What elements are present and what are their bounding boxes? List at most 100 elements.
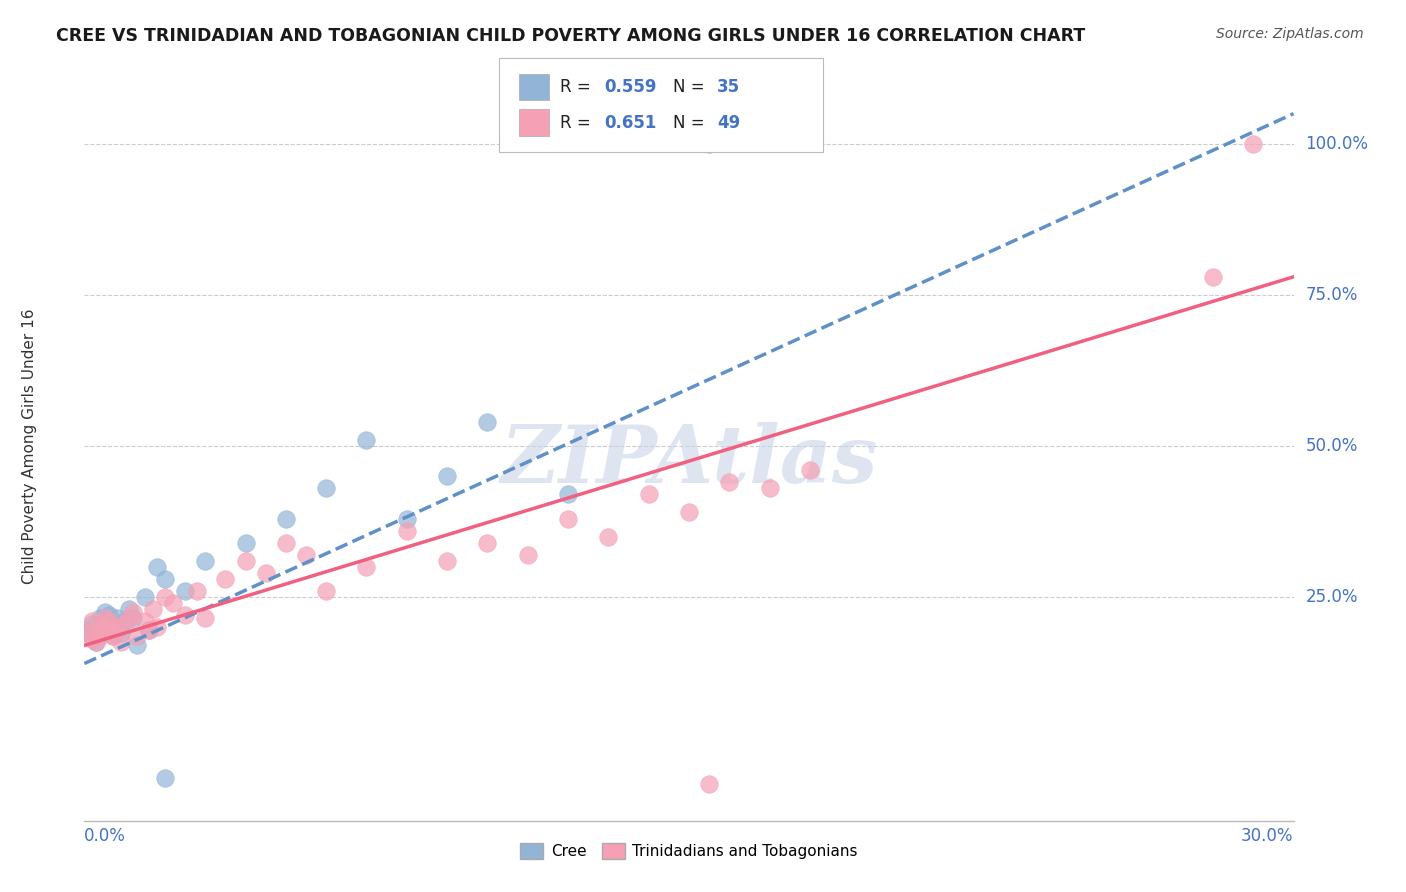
Legend: Cree, Trinidadians and Tobagonians: Cree, Trinidadians and Tobagonians xyxy=(515,838,863,865)
Point xyxy=(82,617,104,632)
Point xyxy=(146,559,169,574)
Point xyxy=(101,624,124,638)
Point xyxy=(93,605,115,619)
Point xyxy=(101,629,124,643)
Point xyxy=(86,624,108,638)
Point xyxy=(274,511,297,525)
Point xyxy=(718,475,741,490)
Point xyxy=(235,535,257,549)
Point xyxy=(125,639,148,653)
Point xyxy=(356,559,378,574)
Point xyxy=(86,626,108,640)
Text: R =: R = xyxy=(561,113,596,132)
Point xyxy=(138,624,160,638)
Point xyxy=(274,535,297,549)
Point xyxy=(89,617,111,632)
Point xyxy=(194,611,217,625)
Point xyxy=(89,611,111,625)
Text: N =: N = xyxy=(672,113,710,132)
Point xyxy=(295,548,318,562)
Point xyxy=(93,620,115,634)
Text: 0.651: 0.651 xyxy=(605,113,657,132)
Point xyxy=(153,572,176,586)
Point xyxy=(97,626,120,640)
Point xyxy=(101,629,124,643)
Text: ZIPAtlas: ZIPAtlas xyxy=(501,422,877,500)
Text: R =: R = xyxy=(561,78,596,96)
Point xyxy=(1241,136,1264,151)
Point xyxy=(254,566,277,580)
Point xyxy=(697,777,720,791)
Text: 25.0%: 25.0% xyxy=(1306,588,1358,606)
Point xyxy=(77,624,100,638)
Point xyxy=(134,614,156,628)
Point xyxy=(101,620,124,634)
Point xyxy=(697,136,720,151)
Point xyxy=(186,584,208,599)
Text: 100.0%: 100.0% xyxy=(1306,135,1368,153)
Point xyxy=(134,590,156,604)
Text: 50.0%: 50.0% xyxy=(1306,437,1358,455)
Point xyxy=(678,506,700,520)
Point xyxy=(436,554,458,568)
Point xyxy=(86,635,108,649)
Point xyxy=(118,602,141,616)
Point xyxy=(516,548,538,562)
Text: 30.0%: 30.0% xyxy=(1241,827,1294,845)
Point xyxy=(93,614,115,628)
Point xyxy=(235,554,257,568)
Point xyxy=(153,772,176,786)
Text: 35: 35 xyxy=(717,78,740,96)
Point xyxy=(799,463,821,477)
Point xyxy=(214,572,236,586)
FancyBboxPatch shape xyxy=(519,110,548,136)
Point xyxy=(598,530,620,544)
Point xyxy=(97,614,120,628)
Text: Child Poverty Among Girls Under 16: Child Poverty Among Girls Under 16 xyxy=(22,309,38,583)
Point xyxy=(97,624,120,638)
Point xyxy=(97,608,120,623)
Point xyxy=(436,469,458,483)
Point xyxy=(637,487,659,501)
Text: N =: N = xyxy=(672,78,710,96)
Point xyxy=(125,629,148,643)
Point xyxy=(315,584,337,599)
Point xyxy=(142,602,165,616)
Point xyxy=(194,554,217,568)
Point xyxy=(105,611,128,625)
Point xyxy=(93,611,115,625)
Point xyxy=(557,487,579,501)
Text: 75.0%: 75.0% xyxy=(1306,286,1358,304)
Point xyxy=(395,511,418,525)
Point xyxy=(77,626,100,640)
Point xyxy=(118,611,141,625)
FancyBboxPatch shape xyxy=(519,74,548,100)
Point xyxy=(477,535,499,549)
Point xyxy=(105,620,128,634)
Point xyxy=(82,614,104,628)
Point xyxy=(114,614,136,628)
Point xyxy=(114,617,136,632)
Text: CREE VS TRINIDADIAN AND TOBAGONIAN CHILD POVERTY AMONG GIRLS UNDER 16 CORRELATIO: CREE VS TRINIDADIAN AND TOBAGONIAN CHILD… xyxy=(56,27,1085,45)
Point xyxy=(121,611,143,625)
Point xyxy=(82,632,104,647)
Text: Source: ZipAtlas.com: Source: ZipAtlas.com xyxy=(1216,27,1364,41)
Text: 0.0%: 0.0% xyxy=(84,827,127,845)
Point xyxy=(477,415,499,429)
Point xyxy=(174,584,197,599)
Point xyxy=(138,624,160,638)
Point xyxy=(162,596,184,610)
Point xyxy=(557,511,579,525)
Point xyxy=(315,481,337,495)
Point xyxy=(86,635,108,649)
Point xyxy=(146,620,169,634)
Point xyxy=(89,620,111,634)
Point xyxy=(174,608,197,623)
Point xyxy=(395,524,418,538)
Point xyxy=(356,433,378,447)
Point xyxy=(1202,269,1225,284)
Point xyxy=(110,626,132,640)
Point xyxy=(758,481,780,495)
Text: 0.559: 0.559 xyxy=(605,78,657,96)
Point xyxy=(82,629,104,643)
